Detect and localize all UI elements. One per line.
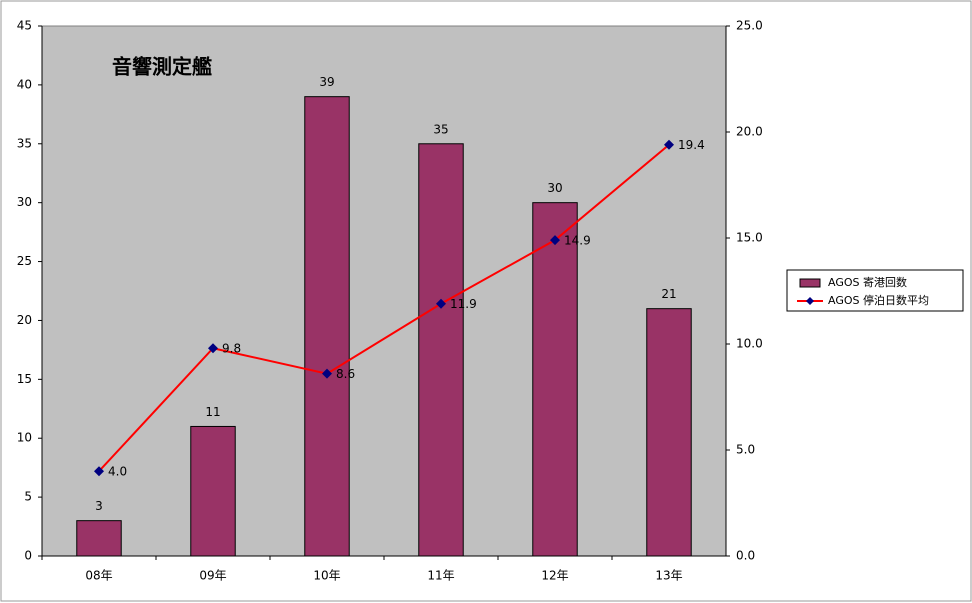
y2-tick-label: 10.0	[736, 337, 763, 351]
bar	[190, 425, 236, 557]
y-tick-label: 35	[17, 136, 32, 150]
data-label: 8.6	[336, 367, 355, 381]
data-label: 3	[95, 499, 103, 513]
bar	[646, 308, 692, 557]
marker	[322, 368, 332, 379]
x-tick-label: 12年	[541, 569, 568, 583]
data-label: 30	[547, 181, 562, 195]
y-tick-label: 10	[17, 431, 32, 445]
data-label: 39	[319, 75, 334, 89]
y-tick-label: 40	[17, 77, 32, 91]
bar	[418, 143, 464, 557]
marker	[664, 139, 674, 150]
x-tick-label: 10年	[313, 569, 340, 583]
x-tick-label: 13年	[655, 569, 682, 583]
bar	[532, 202, 578, 557]
marker	[94, 466, 104, 477]
y2-tick-label: 5.0	[736, 443, 755, 457]
annotation: 音響測定艦	[112, 55, 212, 79]
x-tick-label: 08年	[85, 569, 112, 583]
y-tick-label: 30	[17, 195, 32, 209]
y2-tick-label: 25.0	[736, 19, 763, 33]
data-label: 4.0	[108, 465, 127, 479]
marker	[436, 298, 446, 309]
y-tick-label: 45	[17, 19, 32, 33]
data-label: 19.4	[678, 138, 705, 152]
data-label: 21	[661, 287, 676, 301]
legend-label: AGOS 停泊日数平均	[828, 293, 929, 307]
y-tick-label: 25	[17, 254, 32, 268]
y-tick-label: 0	[24, 549, 32, 563]
y2-tick-label: 15.0	[736, 231, 763, 245]
data-label: 11	[205, 405, 220, 419]
y2-tick-label: 0.0	[736, 549, 755, 563]
data-label: 11.9	[450, 297, 477, 311]
x-tick-label: 11年	[427, 569, 454, 583]
bar	[304, 96, 350, 557]
y2-tick-label: 20.0	[736, 125, 763, 139]
y-tick-label: 20	[17, 313, 32, 327]
y-tick-label: 5	[24, 490, 32, 504]
data-label: 9.8	[222, 342, 241, 356]
plot-area	[41, 25, 727, 557]
line	[98, 143, 670, 472]
legend-marker	[806, 297, 814, 305]
x-tick-label: 09年	[199, 569, 226, 583]
data-label: 14.9	[564, 234, 591, 248]
legend-swatch	[799, 278, 821, 288]
legend-label: AGOS 寄港回数	[828, 275, 907, 289]
y-tick-label: 15	[17, 372, 32, 386]
marker	[208, 343, 218, 354]
marker	[550, 235, 560, 246]
bar	[76, 520, 122, 557]
legend-box	[786, 269, 964, 312]
data-label: 35	[433, 122, 448, 136]
